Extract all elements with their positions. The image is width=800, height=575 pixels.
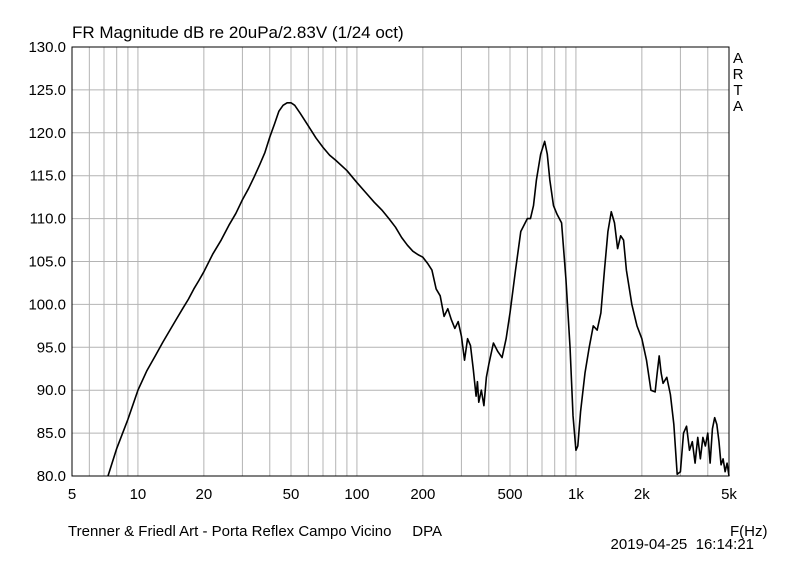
x-axis-label: F(Hz) [730, 523, 768, 540]
grid [71, 46, 730, 477]
y-tick-label: 105.0 [28, 254, 66, 271]
plot-frame [71, 46, 730, 477]
x-tick-label: 20 [196, 486, 213, 503]
data-layer [107, 101, 730, 477]
watermark-letter: A [733, 98, 743, 115]
y-tick-label: 90.0 [37, 382, 66, 399]
y-tick-label: 125.0 [28, 82, 66, 99]
x-tick-label: 100 [344, 486, 369, 503]
y-tick-label: 85.0 [37, 425, 66, 442]
watermark-letter: A [733, 50, 743, 67]
y-tick-label: 80.0 [37, 468, 66, 485]
x-tick-label: 1k [568, 486, 584, 503]
x-tick-label: 5 [68, 486, 76, 503]
x-tick-label: 50 [283, 486, 300, 503]
x-tick-label: 2k [634, 486, 650, 503]
y-tick-label: 115.0 [30, 168, 66, 185]
watermark-letter: R [733, 66, 744, 83]
x-tick-label: 200 [410, 486, 435, 503]
y-tick-label: 120.0 [28, 125, 66, 142]
x-tick-label: 500 [497, 486, 522, 503]
tick-labels: 80.0 85.0 90.0 95.0 100.0 105.0 110.0 115.0 120.… [28, 39, 737, 503]
y-tick-label: 95.0 [37, 339, 66, 356]
series-line [107, 101, 730, 477]
watermark-letter: T [733, 82, 742, 99]
y-tick-label: 100.0 [28, 296, 66, 313]
y-tick-label: 130.0 [28, 39, 66, 56]
footer-timestamp: 2019-04-25 16:14:21 [611, 536, 754, 553]
x-tick-label: 5k [721, 486, 737, 503]
footer-left-text: Trenner & Friedl Art - Porta Reflex Camp… [68, 523, 442, 540]
x-tick-label: 10 [130, 486, 147, 503]
chart-title: FR Magnitude dB re 20uPa/2.83V (1/24 oct… [72, 23, 404, 42]
y-tick-label: 110.0 [30, 211, 66, 228]
